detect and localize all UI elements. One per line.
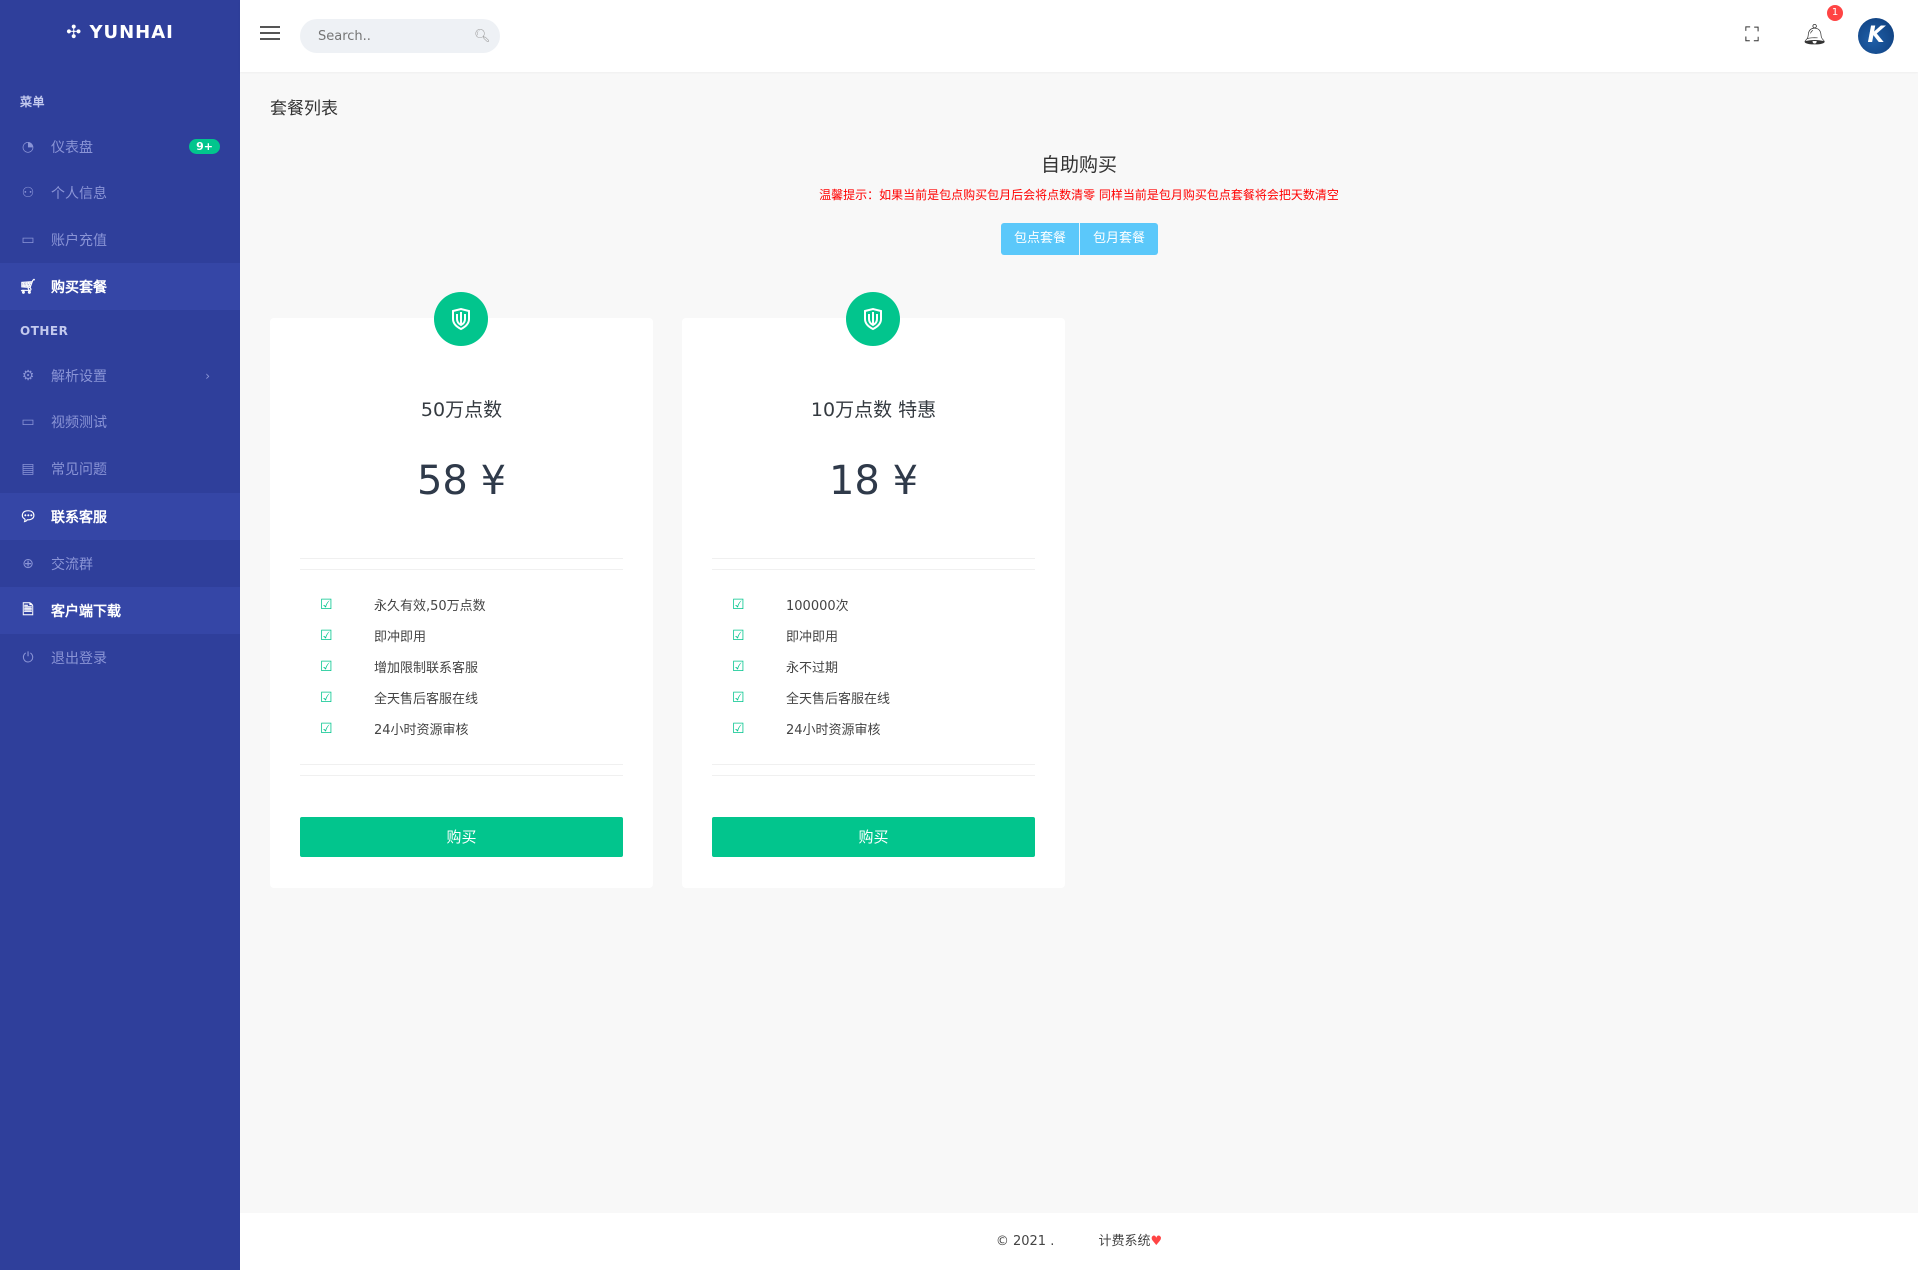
warning-text: 温馨提示：如果当前是包点购买包月后会将点数清零 同样当前是包月购买包点套餐将会把… — [819, 188, 1339, 202]
checkbox-icon: ☑ — [320, 627, 333, 644]
document-icon: ▤ — [21, 460, 35, 477]
checkbox-icon: ☑ — [320, 658, 333, 675]
credit-card-icon: ▭ — [21, 231, 35, 248]
shield-icon — [434, 292, 488, 346]
plan-card: 50万点数 58 ¥ ☑ 永久有效,50万点数 ☑ 即冲即用 ☑ 增加限制联系客服 ☑… — [270, 292, 653, 888]
sidebar-item-logout[interactable]: ⏻ 退出登录 — [0, 634, 240, 681]
footer: © 2021 . 计费系统♥ — [240, 1213, 1918, 1270]
feature-item: ☑ 永久有效,50万点数 — [320, 596, 486, 615]
plan-title: 10万点数 特惠 — [810, 399, 937, 421]
search-input[interactable] — [300, 19, 460, 53]
gear-icon: ⚙ — [21, 367, 35, 384]
checkbox-icon: ☑ — [732, 596, 745, 613]
bell-icon[interactable]: 🔔︎ — [1802, 22, 1828, 46]
feature-item: ☑ 增加限制联系客服 — [320, 658, 479, 677]
checkbox-icon: ☑ — [732, 720, 745, 737]
feature-item: ☑ 24小时资源审核 — [732, 720, 881, 739]
tab-points-plan[interactable]: 包点套餐 — [1001, 223, 1081, 255]
top-bar: 🔍︎ — [240, 0, 1918, 72]
sidebar-item-download[interactable]: 🗎 客户端下载 — [0, 587, 240, 634]
feature-item: ☑ 即冲即用 — [320, 627, 427, 646]
plan-type-tabs: 包点套餐 包月套餐 — [1001, 223, 1159, 255]
divider — [712, 775, 1035, 776]
system-name: 计费系统 — [1098, 1234, 1151, 1249]
checkbox-icon: ☑ — [320, 720, 333, 737]
divider — [300, 775, 623, 776]
feature-item: ☑ 全天售后客服在线 — [732, 689, 891, 708]
avatar[interactable]: K — [1858, 18, 1894, 54]
chevron-right-icon: › — [205, 368, 210, 383]
page-title: 套餐列表 — [270, 99, 338, 119]
video-icon: ▭ — [21, 413, 35, 430]
logo-icon: ✣ — [66, 22, 90, 43]
feature-item: ☑ 24小时资源审核 — [320, 720, 469, 739]
section-heading: 自助购买 — [1040, 154, 1117, 176]
logo[interactable]: ✣ YUNHAI — [66, 22, 174, 43]
plan-title: 50万点数 — [420, 399, 503, 421]
sidebar-item-video-test[interactable]: ▭ 视频测试 — [21, 413, 107, 431]
sidebar-item-group[interactable]: ⊕ 交流群 — [0, 540, 240, 587]
plan-card: 10万点数 特惠 18 ¥ ☑ 100000次 ☑ 即冲即用 ☑ 永不过期 ☑ 全天售后… — [682, 292, 1065, 888]
menu-toggle-icon[interactable] — [260, 26, 280, 44]
feature-item: ☑ 即冲即用 — [732, 627, 839, 646]
section-label-other: OTHER — [20, 324, 69, 338]
power-icon: ⏻ — [22, 649, 34, 666]
file-download-icon: 🗎 — [22, 601, 34, 618]
checkbox-icon: ☑ — [732, 689, 745, 706]
tab-monthly-plan[interactable]: 包月套餐 — [1080, 223, 1159, 255]
fullscreen-icon[interactable]: ⛶ — [1745, 22, 1759, 46]
notification-badge: 1 — [1827, 5, 1843, 21]
buy-button[interactable]: 购买 — [300, 817, 623, 857]
sidebar-item-buy-plan[interactable]: 🛒︎ 购买套餐 — [0, 263, 240, 310]
sidebar-item-contact[interactable]: 💬︎ 联系客服 — [0, 493, 240, 540]
sidebar-item-faq[interactable]: ▤ 常见问题 — [21, 460, 107, 478]
sidebar-item-profile[interactable]: ⚇ 个人信息 — [21, 184, 107, 202]
search-box: 🔍︎ — [300, 19, 500, 53]
heart-icon: ♥ — [1150, 1234, 1163, 1249]
chat-icon: 💬︎ — [19, 508, 37, 525]
badge: 9+ — [189, 139, 220, 154]
checkbox-icon: ☑ — [732, 658, 745, 675]
divider — [712, 558, 1035, 559]
dashboard-icon: ◔ — [21, 138, 35, 155]
checkbox-icon: ☑ — [732, 627, 745, 644]
shield-icon — [846, 292, 900, 346]
sidebar-item-parse-settings[interactable]: ⚙ 解析设置 › — [21, 367, 210, 385]
plan-price: 18 ¥ — [828, 458, 919, 504]
cart-icon: 🛒︎ — [19, 278, 37, 295]
buy-button[interactable]: 购买 — [712, 817, 1035, 857]
user-icon: ⚇ — [21, 184, 35, 201]
plan-price: 58 ¥ — [416, 458, 507, 504]
plus-circle-icon: ⊕ — [22, 555, 34, 572]
divider — [300, 764, 623, 765]
copyright: © 2021 . — [995, 1234, 1055, 1249]
feature-item: ☑ 全天售后客服在线 — [320, 689, 479, 708]
checkbox-icon: ☑ — [320, 596, 333, 613]
divider — [712, 569, 1035, 570]
sidebar-item-dashboard[interactable]: ◔ 仪表盘 9+ — [0, 123, 240, 170]
search-icon[interactable]: 🔍︎ — [474, 28, 491, 44]
feature-item: ☑ 100000次 — [732, 596, 849, 615]
section-label-menu: 菜单 — [20, 95, 46, 109]
divider — [300, 558, 623, 559]
divider — [300, 569, 623, 570]
checkbox-icon: ☑ — [320, 689, 333, 706]
feature-item: ☑ 永不过期 — [732, 658, 839, 677]
divider — [712, 764, 1035, 765]
sidebar: ✣ YUNHAI 菜单 ◔ 仪表盘 9+ ⚇ 个人信息 ▭ 账户充值 🛒︎ 购买套餐 OT… — [0, 0, 240, 1270]
sidebar-item-recharge[interactable]: ▭ 账户充值 — [21, 231, 107, 249]
